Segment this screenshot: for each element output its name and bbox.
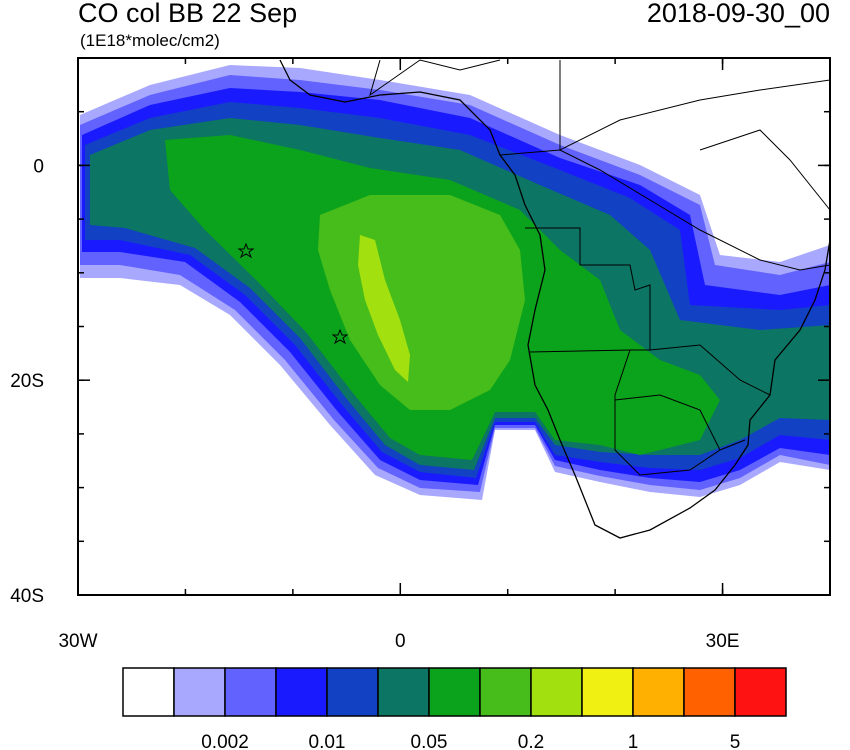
colorbar-box	[224, 667, 277, 717]
coastlines	[237, 59, 830, 539]
colorbar-box	[734, 667, 787, 717]
colorbar-label: 1	[628, 732, 639, 750]
units: (1E18*molec/cm2)	[80, 31, 220, 50]
colorbar-box	[377, 667, 430, 717]
colorbar-box	[479, 667, 532, 717]
colorbar-box	[530, 667, 583, 717]
title: CO col BB 22 Sep	[78, 0, 297, 28]
colorbar-box	[173, 667, 226, 717]
colorbar-box	[275, 667, 328, 717]
border	[499, 149, 830, 271]
lon-tick-label: 0	[395, 631, 406, 652]
colorbar-box	[683, 667, 736, 717]
colorbar-label: 5	[730, 732, 741, 750]
colorbar-box	[122, 667, 175, 717]
date: 2018-09-30_00	[647, 0, 830, 28]
colorbar-label: 0.05	[411, 732, 448, 750]
colorbar-label: 0.002	[201, 732, 249, 750]
border	[614, 394, 721, 451]
colorbar-box	[632, 667, 685, 717]
border	[559, 60, 830, 151]
colorbar-label: 0.2	[518, 732, 544, 750]
colorbar-box	[428, 667, 481, 717]
star	[237, 242, 255, 259]
lat-tick-label: 0	[33, 156, 44, 177]
border	[525, 227, 651, 353]
lat-tick-label: 20S	[10, 371, 44, 392]
colorbar-box	[326, 667, 379, 717]
border	[649, 344, 771, 396]
plume-level	[358, 235, 410, 382]
plume	[80, 65, 830, 500]
lon-tick-label: 30E	[706, 631, 740, 652]
border	[699, 129, 830, 211]
lat-tick-label: 40S	[10, 586, 44, 607]
lon-tick-label: 30W	[58, 631, 97, 652]
colorbar-label: 0.01	[309, 732, 346, 750]
coastline	[279, 59, 830, 539]
colorbar-box	[581, 667, 634, 717]
star	[331, 328, 349, 345]
border	[369, 59, 501, 97]
